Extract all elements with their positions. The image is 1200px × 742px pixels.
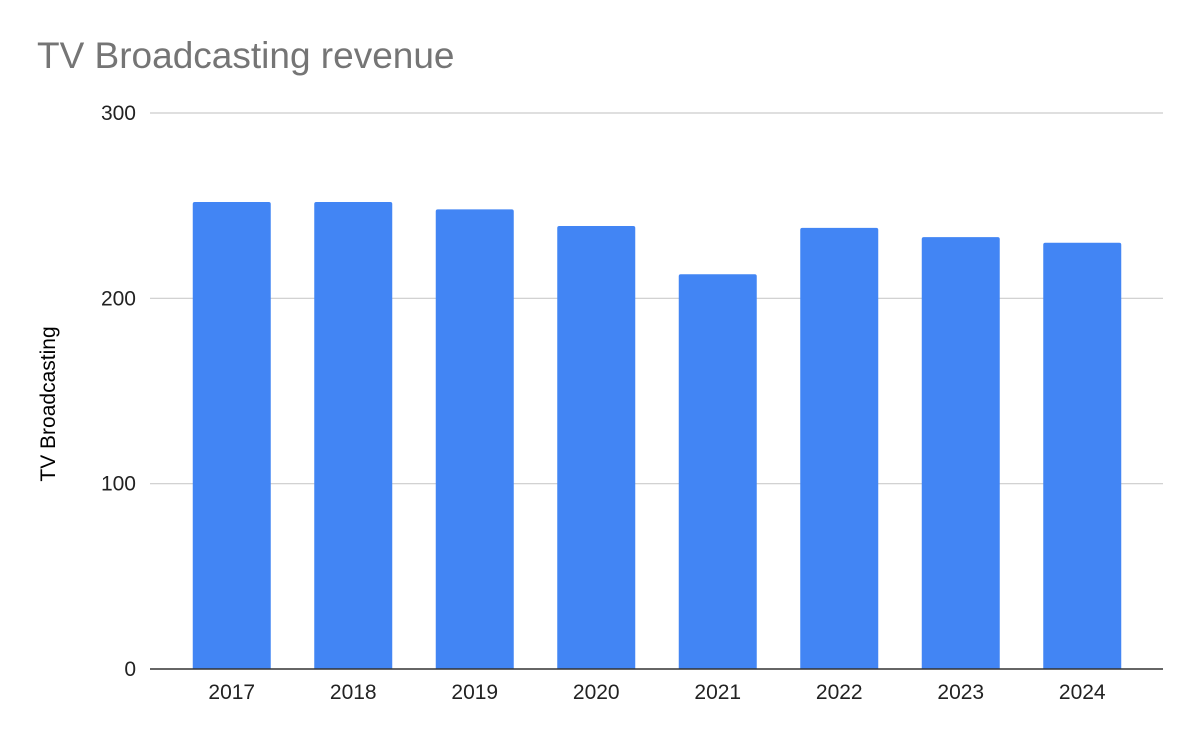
x-tick-label: 2018 [330, 681, 377, 704]
gridlines [150, 112, 1163, 485]
y-tick-label: 200 [101, 287, 136, 310]
y-axis: 0 100 200 300 [101, 102, 136, 681]
x-tick-label: 2020 [573, 681, 620, 704]
y-tick-label: 300 [101, 102, 136, 125]
chart-title: TV Broadcasting revenue [37, 35, 455, 76]
bar-2021 [678, 274, 757, 669]
y-tick-label: 100 [101, 473, 136, 496]
x-tick-label: 2022 [816, 681, 863, 704]
bar-2017 [192, 201, 271, 669]
x-tick-label: 2019 [451, 681, 498, 704]
y-tick-label: 0 [124, 658, 136, 681]
bar-2023 [921, 237, 1000, 669]
x-tick-label: 2023 [937, 681, 984, 704]
bars [192, 201, 1122, 669]
bar-2019 [435, 209, 514, 669]
x-axis: 2017 2018 2019 2020 2021 2022 2023 2024 [150, 668, 1163, 704]
bar-2020 [557, 226, 636, 669]
bar-2022 [800, 227, 879, 669]
x-tick-label: 2021 [694, 681, 741, 704]
bar-2018 [314, 201, 393, 669]
x-tick-label: 2017 [208, 681, 255, 704]
x-tick-label: 2024 [1059, 681, 1106, 704]
y-axis-title: TV Broadcasting [37, 326, 60, 481]
bar-2024 [1043, 242, 1122, 669]
